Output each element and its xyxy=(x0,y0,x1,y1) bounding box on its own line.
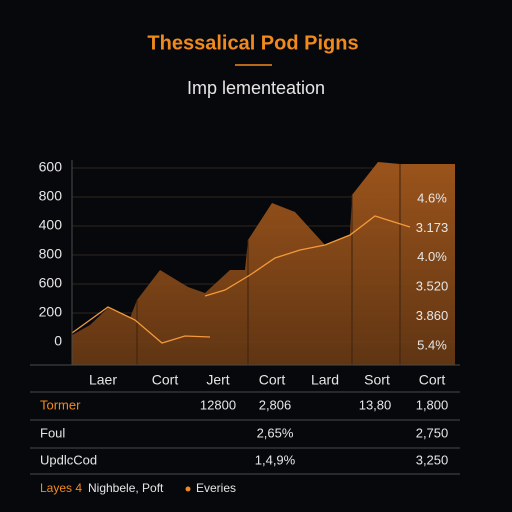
footer-text: Nighbele, Poft xyxy=(88,481,164,495)
y-axis-label: 800 xyxy=(39,246,63,262)
table-cell: 12800 xyxy=(200,397,236,412)
trend-line xyxy=(71,306,211,344)
labels: 600 800 400 800 600 200 0 4.6% 3.173 4.0% 3.520 3.8… xyxy=(39,159,449,388)
side-label: 3.520 xyxy=(416,279,449,294)
x-axis-label: Cort xyxy=(259,372,286,388)
y-axis-label: 600 xyxy=(39,275,63,291)
x-axis-label: Cort xyxy=(419,372,446,388)
row-label: Tormer xyxy=(40,397,81,412)
side-label: 4.6% xyxy=(417,190,447,205)
y-axis-label: 200 xyxy=(39,304,63,320)
x-axis-label: Cort xyxy=(152,372,179,388)
legend-item: Everies xyxy=(196,481,236,495)
table-cell: 1,4,9% xyxy=(255,452,296,467)
y-axis-label: 800 xyxy=(39,188,63,204)
x-axis-label: Jert xyxy=(206,372,229,388)
side-label: 3.860 xyxy=(416,308,449,323)
x-axis-label: Sort xyxy=(364,372,390,388)
legend-label: Layes 4 xyxy=(40,481,82,495)
table-cell: 2,750 xyxy=(416,425,449,440)
table-cell: 1,800 xyxy=(416,397,449,412)
y-axis-label: 400 xyxy=(39,217,63,233)
table-cell: 2,65% xyxy=(257,425,294,440)
y-axis-label: 0 xyxy=(54,333,62,349)
x-axis-label: Lard xyxy=(311,372,339,388)
trend-line xyxy=(204,215,411,297)
area xyxy=(72,162,455,365)
table-cell: 2,806 xyxy=(259,397,292,412)
side-label: 3.173 xyxy=(416,220,449,235)
side-label: 5.4% xyxy=(417,337,447,352)
side-label: 4.0% xyxy=(417,249,447,264)
row-label: Foul xyxy=(40,425,65,440)
area-dividers xyxy=(136,164,401,365)
title: Thessalical Pod Pigns xyxy=(147,32,358,54)
row-label: UpdlcCod xyxy=(40,452,97,467)
x-axis-label: Laer xyxy=(89,372,117,388)
legend-dot xyxy=(185,486,191,492)
table-cell: 3,250 xyxy=(416,452,449,467)
table-cell: 13,80 xyxy=(359,397,392,412)
y-axis-label: 600 xyxy=(39,159,63,175)
subtitle: Imp lementeation xyxy=(187,78,325,98)
